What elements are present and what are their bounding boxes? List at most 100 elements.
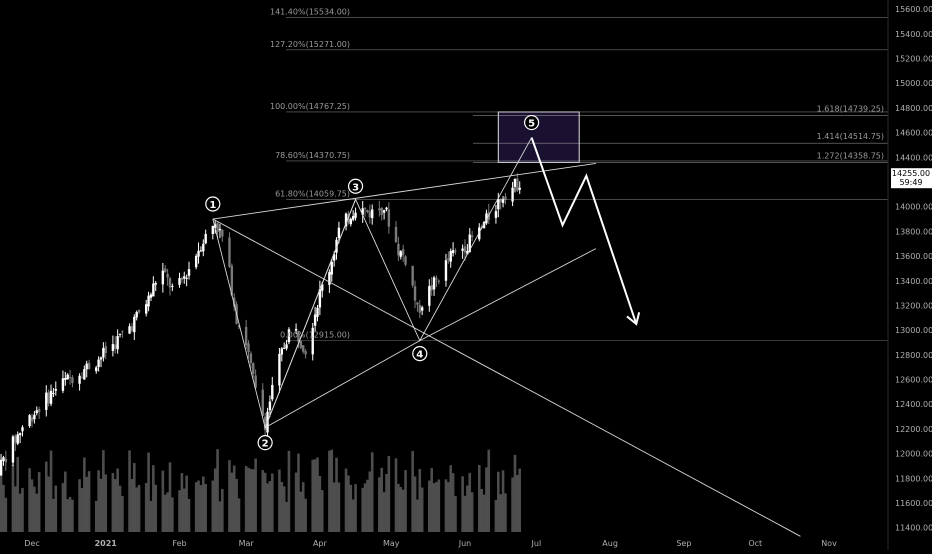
volume-bar (261, 470, 265, 532)
candle-body (47, 392, 50, 404)
volume-bar (501, 470, 505, 532)
candle-body (378, 208, 381, 211)
wave-label-5-circle[interactable] (524, 114, 540, 131)
volume-bar (266, 483, 269, 532)
volume-bar (251, 469, 255, 532)
volume-bar (480, 488, 483, 532)
projection-path[interactable] (530, 137, 638, 325)
candle-body (218, 228, 222, 231)
wave-label-3-circle[interactable] (347, 178, 364, 194)
candle-body (68, 376, 72, 378)
candle-body (49, 390, 53, 404)
volume-bar (328, 450, 331, 532)
y-tick-label: 15000.00 (895, 79, 932, 88)
volume-bar (349, 484, 353, 532)
candle-body (321, 284, 324, 291)
volume-bar (230, 472, 234, 532)
fib-extension-label: 1.272(14358.75) (817, 151, 884, 160)
candle-body (511, 187, 514, 202)
y-tick-label: 15600.00 (895, 5, 932, 14)
elliott-wave-path[interactable] (212, 137, 533, 430)
volume-bar (64, 471, 67, 532)
candle-body (197, 250, 200, 257)
candle-body (202, 243, 205, 252)
volume-bar (461, 476, 464, 532)
candle-body (368, 211, 372, 218)
candle-body (211, 225, 215, 234)
volume-bar (47, 476, 50, 532)
trend-line[interactable] (212, 163, 596, 220)
volume-bar (511, 477, 514, 532)
candle-body (497, 199, 500, 210)
wave-label-1-circle[interactable] (205, 196, 221, 212)
volume-bar (218, 501, 222, 532)
candle-body (164, 268, 167, 273)
candle-body (513, 179, 517, 187)
candle-body (363, 208, 367, 210)
volume-bar (380, 467, 384, 532)
candle-body (228, 237, 231, 267)
last-price-value: 14255.00 (892, 169, 930, 178)
trend-line[interactable] (419, 248, 597, 342)
volume-bar (163, 494, 167, 532)
candle-body (45, 392, 48, 410)
volume-bar (513, 454, 517, 532)
volume-bar (4, 497, 8, 532)
candle-body (297, 330, 300, 342)
candle-body (371, 209, 374, 219)
volume-bar (435, 482, 438, 532)
volume-bar (361, 487, 364, 532)
volume-bar (463, 495, 467, 532)
candle-body (294, 328, 298, 331)
volume-bar (152, 465, 155, 532)
candle-body (11, 436, 15, 463)
candle-body (311, 327, 314, 355)
volume-bar (411, 450, 414, 532)
y-tick-label: 14800.00 (895, 104, 932, 113)
candle-body (361, 208, 364, 215)
candle-body (230, 265, 234, 296)
volume-bar (2, 484, 5, 532)
volume-bar (52, 498, 55, 532)
candle-body (35, 410, 38, 414)
volume-bar (16, 456, 20, 532)
candle-body (499, 198, 502, 203)
volume-bar (278, 469, 281, 532)
candle-body (147, 295, 150, 307)
volume-bar (118, 485, 122, 532)
volume-bar (144, 483, 148, 532)
volume-bar (270, 473, 274, 532)
y-tick-label: 13000.00 (895, 326, 932, 335)
candle-body (54, 388, 57, 391)
candle-body (413, 286, 417, 301)
volume-bar (78, 479, 81, 532)
y-tick-label: 13200.00 (895, 301, 932, 310)
volume-bar (318, 475, 322, 532)
candle-body (233, 297, 236, 307)
volume-bar (247, 467, 250, 532)
trend-line[interactable] (212, 218, 801, 537)
y-tick-label: 11800.00 (895, 474, 932, 483)
volume-bar (121, 496, 124, 532)
wave-label-4-circle[interactable] (412, 346, 428, 362)
volume-bar (28, 468, 31, 532)
candle-body (516, 178, 519, 191)
candle-body (280, 348, 284, 355)
volume-bar (213, 468, 217, 532)
last-price-countdown: 59:49 (899, 178, 922, 187)
candle-body (85, 363, 88, 370)
last-price-tag[interactable] (891, 168, 932, 189)
candle-body (504, 196, 507, 200)
candle-body (468, 234, 471, 252)
candle-body (168, 278, 172, 288)
candle-body (2, 457, 5, 462)
trend-line[interactable] (264, 340, 421, 429)
volume-bar (228, 460, 231, 532)
candle-body (183, 276, 186, 279)
candle-body (194, 255, 198, 268)
volume-bar (61, 483, 65, 532)
wave-label-2-circle[interactable] (257, 435, 273, 451)
candle-body (161, 270, 165, 285)
